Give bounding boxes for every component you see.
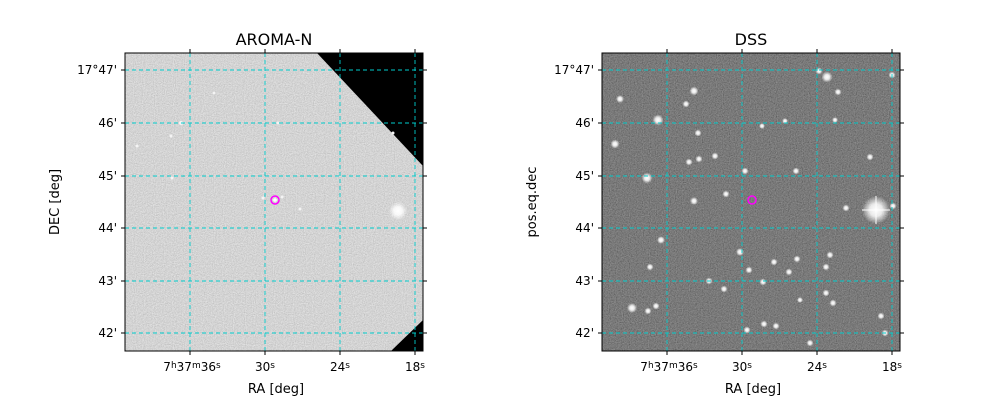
y-tick-label: 44' — [575, 221, 594, 235]
star — [652, 302, 660, 310]
panel-aroma-n: AROMA-N 7h37m36s 30s 24s 18s 17°47' 46' 45' 44' 4… — [48, 30, 427, 397]
star — [826, 251, 834, 259]
y-tick-label: 45' — [98, 169, 117, 183]
star — [736, 248, 744, 256]
panel-title: AROMA-N — [236, 30, 313, 49]
star — [821, 71, 833, 83]
star — [760, 320, 768, 328]
star — [276, 121, 280, 125]
star — [644, 307, 652, 315]
star — [657, 236, 665, 244]
y-tick-label: 43' — [98, 274, 117, 288]
star — [741, 167, 749, 175]
star — [280, 195, 284, 199]
star — [694, 129, 702, 137]
star — [682, 100, 690, 108]
star — [797, 297, 803, 303]
star — [793, 255, 801, 263]
x-axis-label: RA [deg] — [725, 382, 781, 397]
star — [822, 289, 830, 297]
star — [170, 176, 174, 180]
star — [641, 172, 653, 184]
star — [298, 207, 302, 211]
axes-frame — [124, 52, 424, 352]
coordinate-grid — [125, 53, 423, 351]
y-tick-label: 46' — [98, 116, 117, 130]
star — [685, 158, 693, 166]
x-tick-label: 24s — [807, 360, 827, 374]
mask-top-right — [317, 53, 423, 166]
star — [832, 117, 838, 123]
x-tick-label: 24s — [330, 360, 350, 374]
x-tick-label: 30s — [255, 360, 275, 374]
star — [834, 88, 842, 96]
star — [261, 196, 265, 200]
star — [785, 268, 793, 276]
sky-image — [602, 53, 900, 351]
star — [720, 285, 728, 293]
star — [722, 190, 730, 198]
target-marker — [270, 195, 280, 205]
y-tick-label: 42' — [98, 326, 117, 340]
star — [745, 266, 753, 274]
star — [695, 155, 703, 163]
y-axis-label: DEC [deg] — [48, 169, 63, 235]
x-tick-label: 18s — [405, 360, 425, 374]
coordinate-grid — [602, 53, 900, 351]
star — [690, 197, 698, 205]
x-tick-label: 18s — [882, 360, 902, 374]
axes-frame — [601, 52, 901, 352]
bright-star — [389, 202, 407, 220]
y-tick-label: 44' — [98, 221, 117, 235]
y-tick-label: 17°47' — [554, 63, 594, 77]
star — [689, 86, 699, 96]
star — [646, 263, 654, 271]
star — [711, 152, 719, 160]
x-axis-label: RA [deg] — [248, 382, 304, 397]
star — [652, 114, 664, 126]
star — [822, 263, 830, 271]
star — [627, 303, 637, 313]
x-tick-label: 7h37m36s — [163, 360, 221, 374]
star — [842, 204, 850, 212]
star — [616, 95, 624, 103]
x-tick-label: 30s — [732, 360, 752, 374]
y-tick-label: 46' — [575, 116, 594, 130]
axes-ticks: 7h37m36s 30s 24s 18s 17°47' 46' 45' 44' 43' 42' — [554, 49, 904, 374]
y-tick-label: 17°47' — [77, 63, 117, 77]
y-tick-label: 42' — [575, 326, 594, 340]
star — [610, 139, 620, 149]
star — [889, 202, 897, 210]
star — [169, 134, 173, 138]
panel-title: DSS — [735, 30, 768, 49]
star — [770, 258, 778, 266]
star — [877, 312, 885, 320]
y-tick-label: 45' — [575, 169, 594, 183]
star — [212, 91, 216, 95]
star — [759, 123, 765, 129]
star — [135, 144, 139, 148]
star — [792, 167, 800, 175]
star — [772, 322, 780, 330]
y-axis-label: pos.eq.dec — [525, 167, 540, 238]
target-marker — [747, 195, 757, 205]
x-tick-label: 7h37m36s — [640, 360, 698, 374]
star — [391, 131, 395, 135]
star — [743, 326, 751, 334]
star — [782, 118, 788, 124]
star — [759, 278, 767, 286]
star — [866, 153, 874, 161]
sky-image — [125, 53, 423, 351]
star — [806, 339, 814, 347]
axes-ticks: 7h37m36s 30s 24s 18s 17°47' 46' 45' 44' 43' 42' — [77, 49, 427, 374]
panel-dss: DSS 7h37m36s 30s 24s 18s 17°47' 46' 45' 44' 43' 42… — [525, 30, 904, 397]
star — [829, 299, 837, 307]
y-tick-label: 43' — [575, 274, 594, 288]
